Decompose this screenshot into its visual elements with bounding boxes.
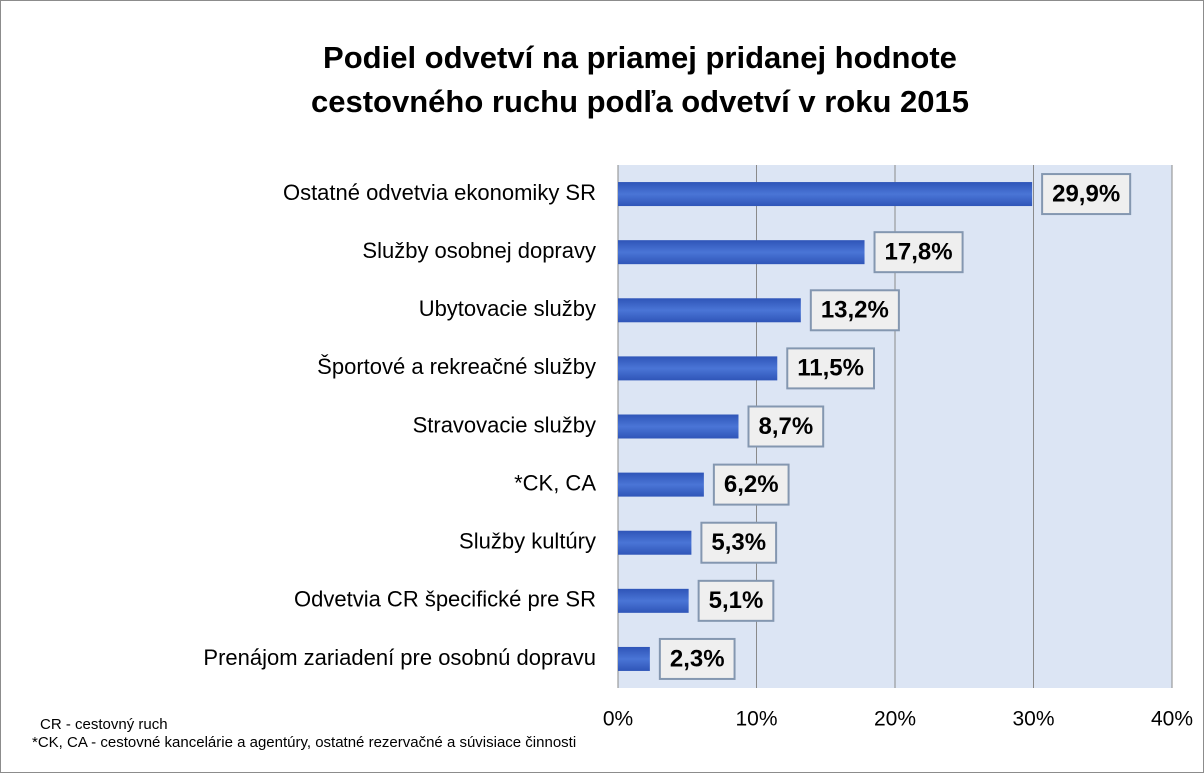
value-label-box	[700, 521, 778, 564]
bar	[618, 414, 739, 439]
bar	[618, 472, 704, 497]
y-tick-label: Ubytovacie služby	[419, 296, 596, 321]
value-label-box	[712, 463, 790, 506]
value-label-box	[873, 231, 964, 274]
x-tick-label: 10%	[735, 708, 777, 731]
value-label: 13,2%	[821, 297, 889, 324]
value-label: 5,3%	[711, 529, 766, 556]
value-label-box	[809, 289, 900, 332]
y-tick-label: Odvetvia CR špecifické pre SR	[294, 587, 596, 612]
value-label: 11,5%	[797, 355, 864, 382]
value-label: 2,3%	[670, 645, 725, 672]
y-tick-label: Služby kultúry	[459, 529, 596, 554]
value-label-box	[658, 637, 736, 680]
y-tick-label: *CK, CA	[514, 470, 596, 495]
value-label: 8,7%	[758, 413, 813, 440]
y-tick-label: Športové a rekreačné služby	[317, 354, 596, 379]
value-label: 29,9%	[1052, 180, 1120, 207]
y-tick-label: Ostatné odvetvia ekonomiky SR	[283, 180, 596, 205]
bar	[618, 182, 1033, 207]
value-label-box	[1041, 173, 1132, 216]
bar	[618, 588, 689, 613]
bar	[618, 356, 778, 381]
bar	[618, 646, 650, 671]
chart-title: cestovného ruchu podľa odvetví v roku 20…	[311, 84, 969, 119]
y-tick-label: Stravovacie služby	[413, 412, 596, 437]
value-label-box	[747, 405, 825, 448]
value-label: 17,8%	[885, 239, 953, 266]
x-tick-label: 0%	[603, 708, 633, 731]
value-label: 5,1%	[709, 587, 764, 614]
bar	[618, 240, 865, 265]
bar	[618, 298, 801, 323]
y-tick-label: Služby osobnej dopravy	[362, 238, 596, 263]
x-tick-label: 40%	[1151, 708, 1193, 731]
chart-title: Podiel odvetví na priamej pridanej hodno…	[323, 40, 957, 75]
footnote: CR - cestovný ruch	[40, 716, 168, 733]
footnote: *CK, CA - cestovné kancelárie a agentúry…	[32, 734, 576, 751]
value-label: 6,2%	[724, 471, 779, 498]
value-label-box	[697, 579, 775, 622]
x-tick-label: 20%	[874, 708, 916, 731]
bar	[618, 530, 692, 555]
y-tick-label: Prenájom zariadení pre osobnú dopravu	[203, 645, 596, 670]
x-tick-label: 30%	[1012, 708, 1054, 731]
value-label-box	[786, 347, 876, 390]
